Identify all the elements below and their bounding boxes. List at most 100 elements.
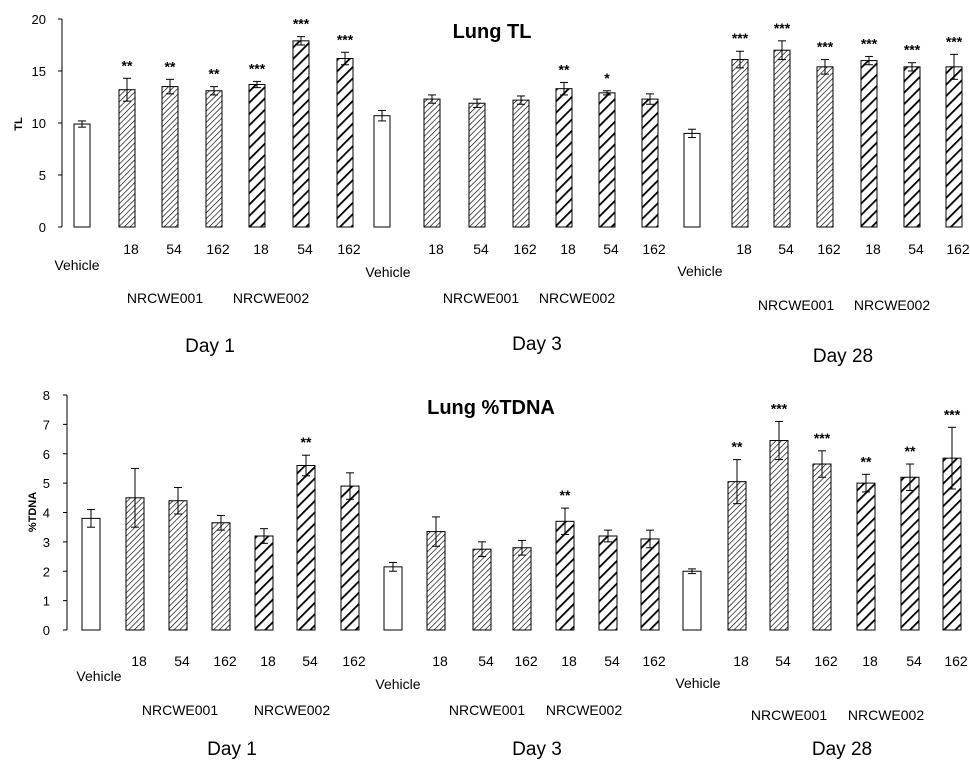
x-tick-label: 18 xyxy=(428,241,444,257)
significance-label: *** xyxy=(944,406,961,422)
y-tick-label: 2 xyxy=(43,564,50,579)
day-label: Day 3 xyxy=(512,739,562,760)
bar xyxy=(555,520,575,631)
significance-label: ** xyxy=(559,61,570,77)
bar xyxy=(340,485,360,631)
bar xyxy=(472,548,492,631)
x-tick-label: 18 xyxy=(736,241,752,257)
group-label: NRCWE002 xyxy=(848,707,924,723)
bar xyxy=(641,98,659,228)
x-tick-label: 18 xyxy=(561,653,577,669)
bar xyxy=(81,517,101,631)
y-tick-label: 3 xyxy=(43,535,50,550)
x-tick-label: 54 xyxy=(604,653,620,669)
significance-label: *** xyxy=(249,60,266,76)
group-label: NRCWE002 xyxy=(254,702,330,718)
x-tick-label: 162 xyxy=(342,653,366,669)
significance-label: ** xyxy=(209,66,220,82)
bar xyxy=(598,535,618,631)
bar xyxy=(254,535,274,631)
bar xyxy=(211,522,231,631)
y-tick-label: 4 xyxy=(43,506,50,521)
bar xyxy=(945,66,963,228)
x-label-vehicle: Vehicle xyxy=(54,257,99,273)
y-tick-label: 7 xyxy=(43,417,50,432)
bar xyxy=(683,132,701,228)
y-tick-label: 6 xyxy=(43,447,50,462)
significance-label: *** xyxy=(337,31,354,47)
y-axis: 0 1 2 3 4 5 6 7 8 xyxy=(43,388,68,638)
group-label: NRCWE001 xyxy=(443,290,519,306)
x-tick-label: 162 xyxy=(337,241,361,257)
x-tick-label: 18 xyxy=(253,241,269,257)
bar xyxy=(731,59,749,228)
x-tick-label: 18 xyxy=(560,241,576,257)
x-tick-label: 18 xyxy=(862,653,878,669)
day-label: Day 1 xyxy=(207,739,257,760)
bar-series: ** 18 ** 54 ** 162 *** 18 *** 54 *** 162 18 54 162 ** 18… xyxy=(73,16,970,257)
group-label: NRCWE001 xyxy=(751,707,827,723)
x-tick-label: 18 xyxy=(865,241,881,257)
group-label: NRCWE001 xyxy=(758,297,834,313)
bar xyxy=(373,115,391,228)
bar xyxy=(205,90,223,228)
significance-label: *** xyxy=(946,33,963,49)
day-label: Day 28 xyxy=(812,739,872,760)
x-tick-label: 162 xyxy=(946,241,970,257)
x-tick-label: 162 xyxy=(817,241,841,257)
bar xyxy=(812,463,832,631)
significance-label: * xyxy=(604,70,610,86)
group-label: NRCWE002 xyxy=(539,290,615,306)
bar-series: 18 54 162 18 ** 54 162 18 54 162 ** 18 54 162 ** 18 *** 5… xyxy=(81,400,968,669)
x-tick-label: 54 xyxy=(908,241,924,257)
x-label-vehicle: Vehicle xyxy=(675,675,720,691)
bar xyxy=(248,84,266,228)
y-tick-label: 1 xyxy=(43,594,50,609)
x-tick-label: 162 xyxy=(514,653,538,669)
significance-label: ** xyxy=(165,58,176,74)
y-tick-label: 15 xyxy=(32,64,46,79)
group-label: NRCWE001 xyxy=(127,290,203,306)
x-tick-label: 162 xyxy=(206,241,230,257)
bar xyxy=(769,440,789,631)
bar xyxy=(856,482,876,631)
x-tick-label: 18 xyxy=(260,653,276,669)
group-label: NRCWE002 xyxy=(233,290,309,306)
chart-lung-tdna: Lung %TDNA %TDNA 0 1 2 3 4 5 6 7 8 18 54 162 18 ** 54… xyxy=(27,388,968,760)
significance-label: *** xyxy=(814,430,831,446)
bar xyxy=(640,538,660,631)
bar xyxy=(336,58,354,228)
significance-label: *** xyxy=(774,20,791,36)
bar xyxy=(383,566,403,631)
x-label-vehicle: Vehicle xyxy=(677,263,722,279)
bar xyxy=(903,66,921,228)
significance-label: ** xyxy=(122,57,133,73)
group-label: NRCWE002 xyxy=(546,702,622,718)
x-tick-label: 54 xyxy=(302,653,318,669)
bar xyxy=(598,92,616,228)
y-tick-label: 0 xyxy=(39,220,46,235)
significance-label: ** xyxy=(861,453,872,469)
x-tick-label: 162 xyxy=(213,653,237,669)
day-label: Day 1 xyxy=(185,336,235,357)
chart-title: Lung %TDNA xyxy=(427,397,555,419)
significance-label: *** xyxy=(904,42,921,58)
y-axis: 0 5 10 15 20 xyxy=(32,12,63,235)
y-tick-label: 20 xyxy=(32,12,46,27)
x-tick-label: 162 xyxy=(513,241,537,257)
x-tick-label: 18 xyxy=(123,241,139,257)
x-tick-label: 18 xyxy=(131,653,147,669)
group-label: NRCWE001 xyxy=(449,702,525,718)
significance-label: *** xyxy=(817,39,834,55)
bar xyxy=(512,99,530,228)
x-label-vehicle: Vehicle xyxy=(365,264,410,280)
group-label: NRCWE001 xyxy=(142,702,218,718)
x-tick-label: 54 xyxy=(603,241,619,257)
significance-label: *** xyxy=(293,16,310,32)
bar xyxy=(292,40,310,228)
bar xyxy=(423,98,441,228)
significance-label: *** xyxy=(861,35,878,51)
significance-label: ** xyxy=(301,434,312,450)
